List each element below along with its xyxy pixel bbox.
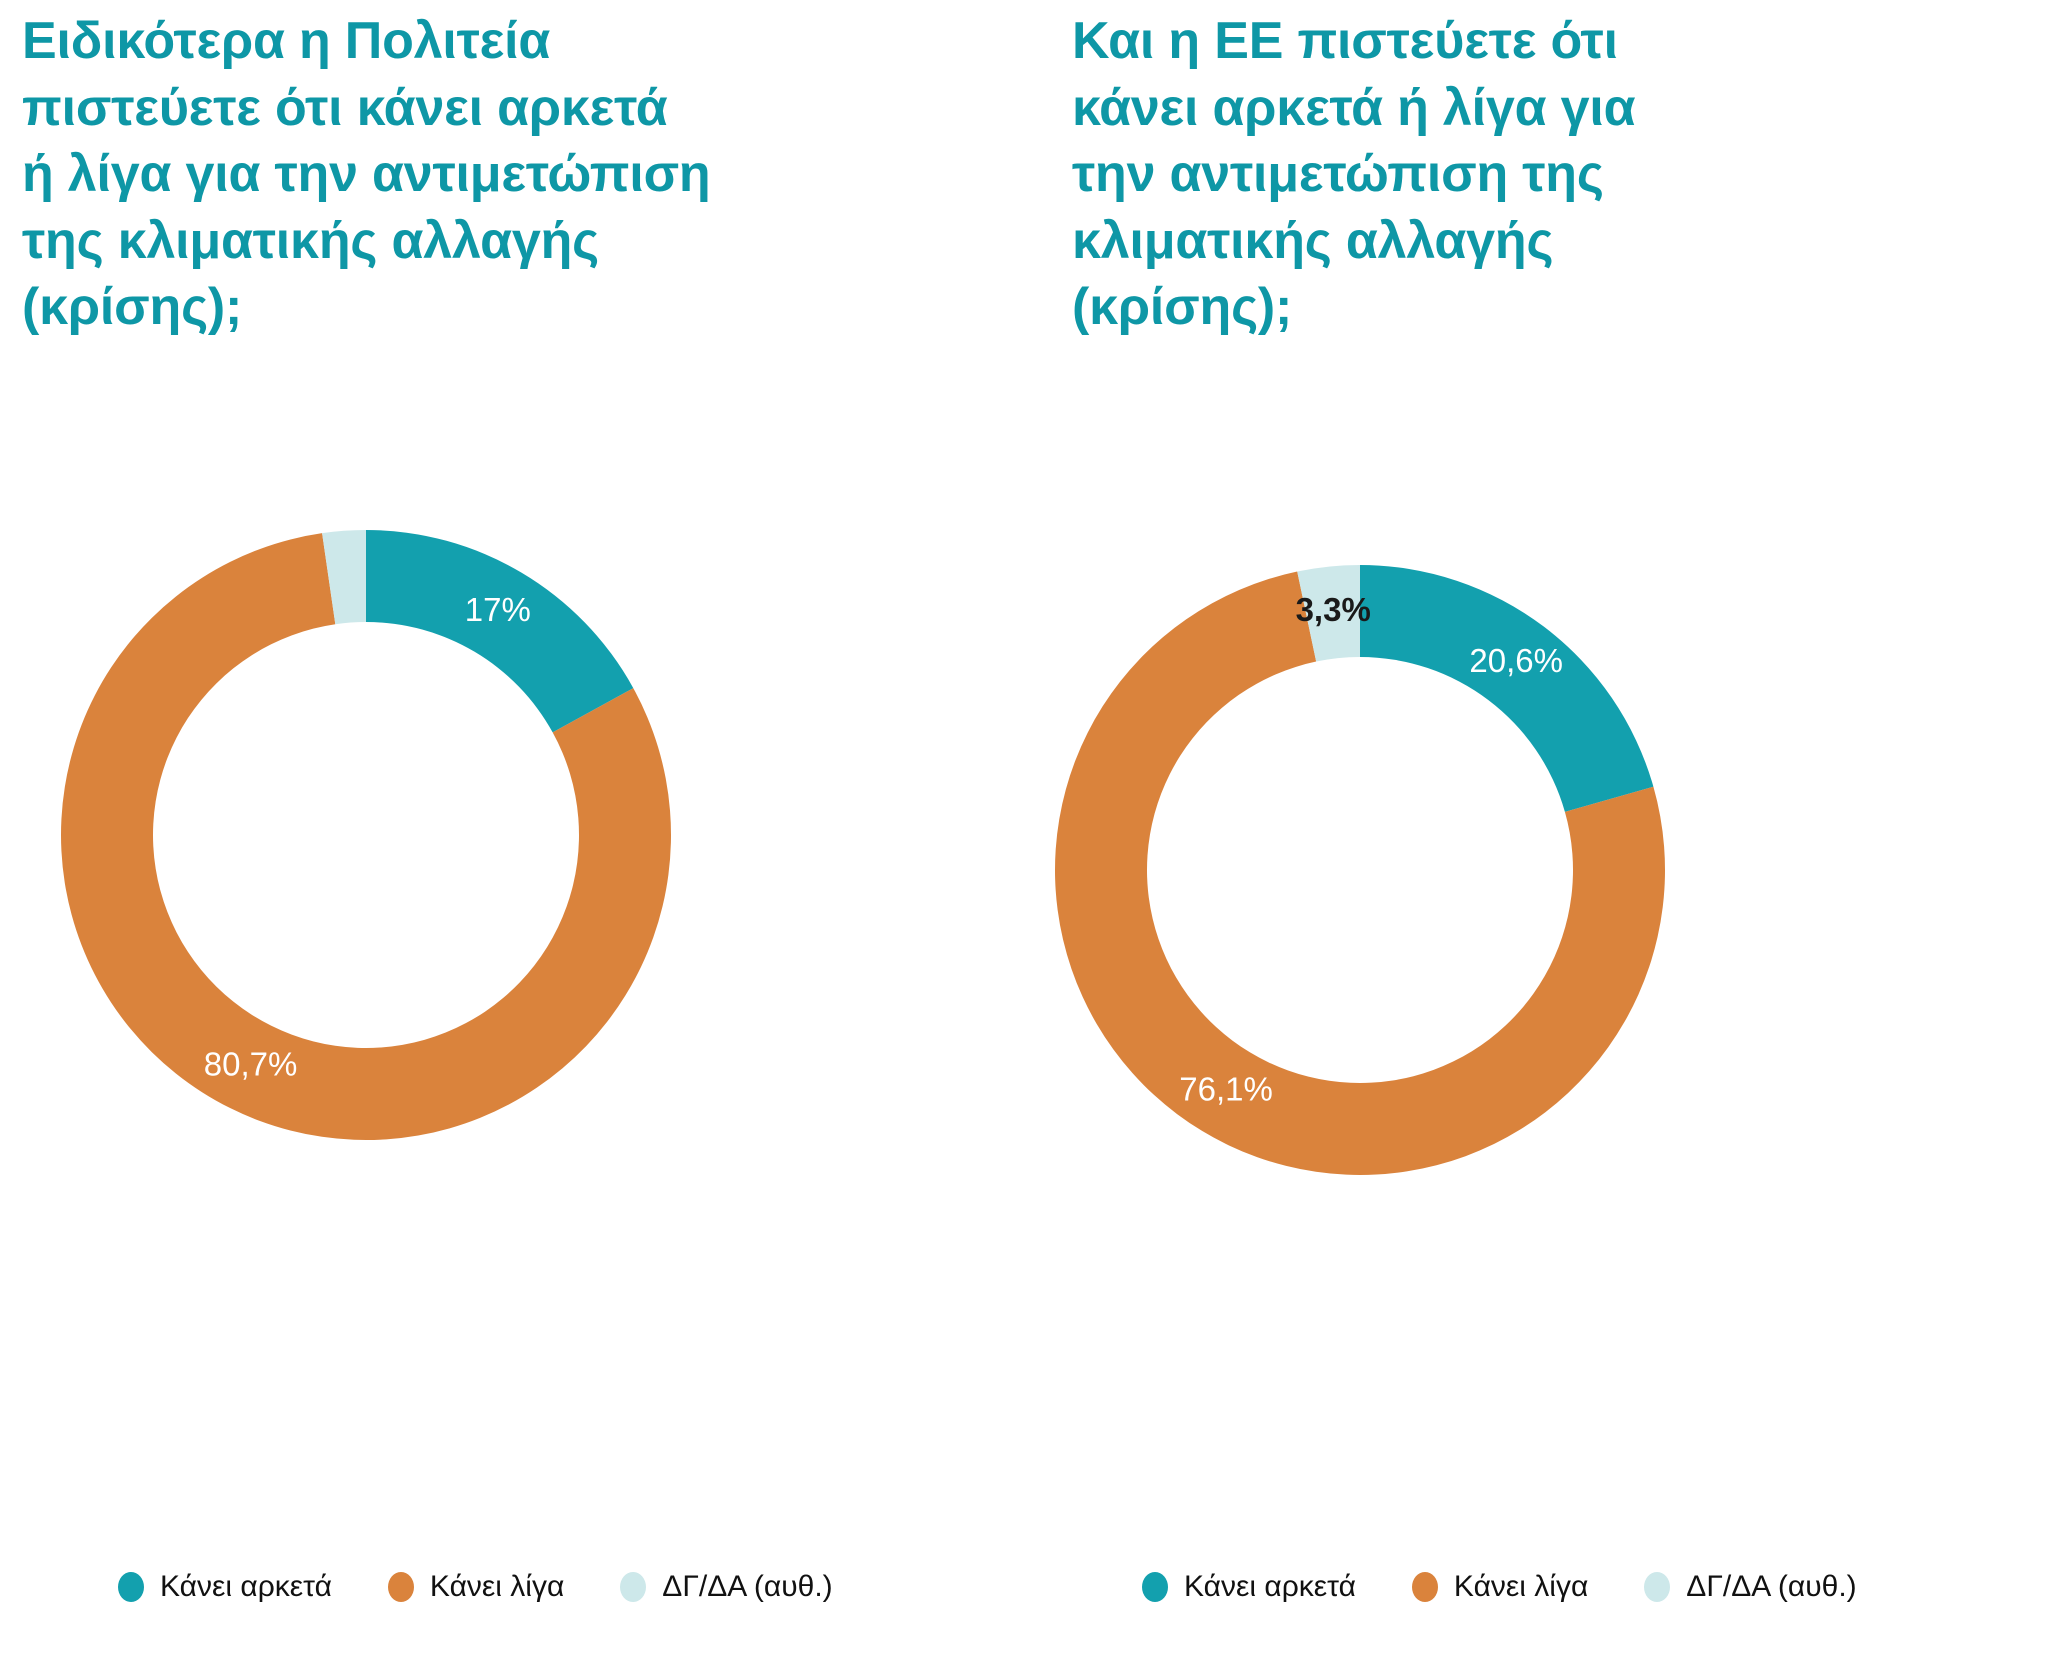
- legend-item-orange[interactable]: Κάνει λίγα: [387, 1570, 565, 1604]
- legend-swatch-lightblue-icon: [1644, 1572, 1671, 1602]
- legend-swatch-teal-icon: [1142, 1572, 1168, 1602]
- legend-swatch-orange-icon: [387, 1572, 414, 1602]
- donut-slice[interactable]: [322, 530, 366, 625]
- legend-label-orange: Κάνει λίγα: [1453, 1570, 1589, 1603]
- chart-title-left: Ειδικότερα η Πολιτεία πιστεύετε ότι κάνε…: [22, 12, 711, 337]
- legend-label-teal: Κάνει αρκετά: [160, 1570, 332, 1603]
- legend-item-teal[interactable]: Κάνει αρκετά: [118, 1570, 332, 1604]
- legend-left: Κάνει αρκετά Κάνει λίγα ΔΓ/ΔΑ (αυθ.): [118, 1570, 833, 1604]
- legend-label-lightblue: ΔΓ/ΔΑ (αυθ.): [662, 1570, 833, 1603]
- donut-slice[interactable]: [1297, 565, 1360, 662]
- donut-slice[interactable]: [366, 530, 634, 733]
- donut-svg-right: 20,6% 76,1% 3,3%: [1055, 565, 1665, 1175]
- donut-chart-right: 20,6% 76,1% 3,3%: [1030, 540, 1690, 1200]
- slice-value-label: 17%: [465, 591, 531, 628]
- donut-slice[interactable]: [1360, 565, 1654, 812]
- chart-panel-left: Ειδικότερα η Πολιτεία πιστεύετε ότι κάνε…: [22, 12, 833, 1604]
- legend-swatch-lightblue-icon: [620, 1572, 647, 1602]
- chart-title-right: Και η ΕΕ πιστεύετε ότι κάνει αρκετά ή λί…: [1072, 12, 1636, 337]
- slice-value-label: 3,3%: [1296, 591, 1371, 628]
- legend-item-orange[interactable]: Κάνει λίγα: [1411, 1570, 1589, 1604]
- slice-value-label: 80,7%: [204, 1046, 298, 1083]
- donut-slice[interactable]: [61, 533, 671, 1140]
- legend-right: Κάνει αρκετά Κάνει λίγα ΔΓ/ΔΑ (αυθ.): [1142, 1570, 1857, 1604]
- legend-item-lightblue[interactable]: ΔΓ/ΔΑ (αυθ.): [620, 1570, 833, 1604]
- legend-item-lightblue[interactable]: ΔΓ/ΔΑ (αυθ.): [1644, 1570, 1857, 1604]
- legend-label-lightblue: ΔΓ/ΔΑ (αυθ.): [1686, 1570, 1857, 1603]
- legend-item-teal[interactable]: Κάνει αρκετά: [1142, 1570, 1356, 1604]
- legend-swatch-teal-icon: [118, 1572, 144, 1602]
- legend-label-orange: Κάνει λίγα: [429, 1570, 565, 1603]
- donut-chart-left: 17%80,7%2,3%: [36, 505, 696, 1165]
- slice-value-label: 20,6%: [1469, 642, 1563, 679]
- donut-slice[interactable]: [1055, 571, 1665, 1175]
- donut-svg-left: 17%80,7%2,3%: [61, 530, 671, 1140]
- chart-panel-right: Και η ΕΕ πιστεύετε ότι κάνει αρκετά ή λί…: [1024, 0, 2048, 1656]
- legend-label-teal: Κάνει αρκετά: [1184, 1570, 1356, 1603]
- slice-value-label: 76,1%: [1179, 1070, 1273, 1107]
- legend-swatch-orange-icon: [1411, 1572, 1438, 1602]
